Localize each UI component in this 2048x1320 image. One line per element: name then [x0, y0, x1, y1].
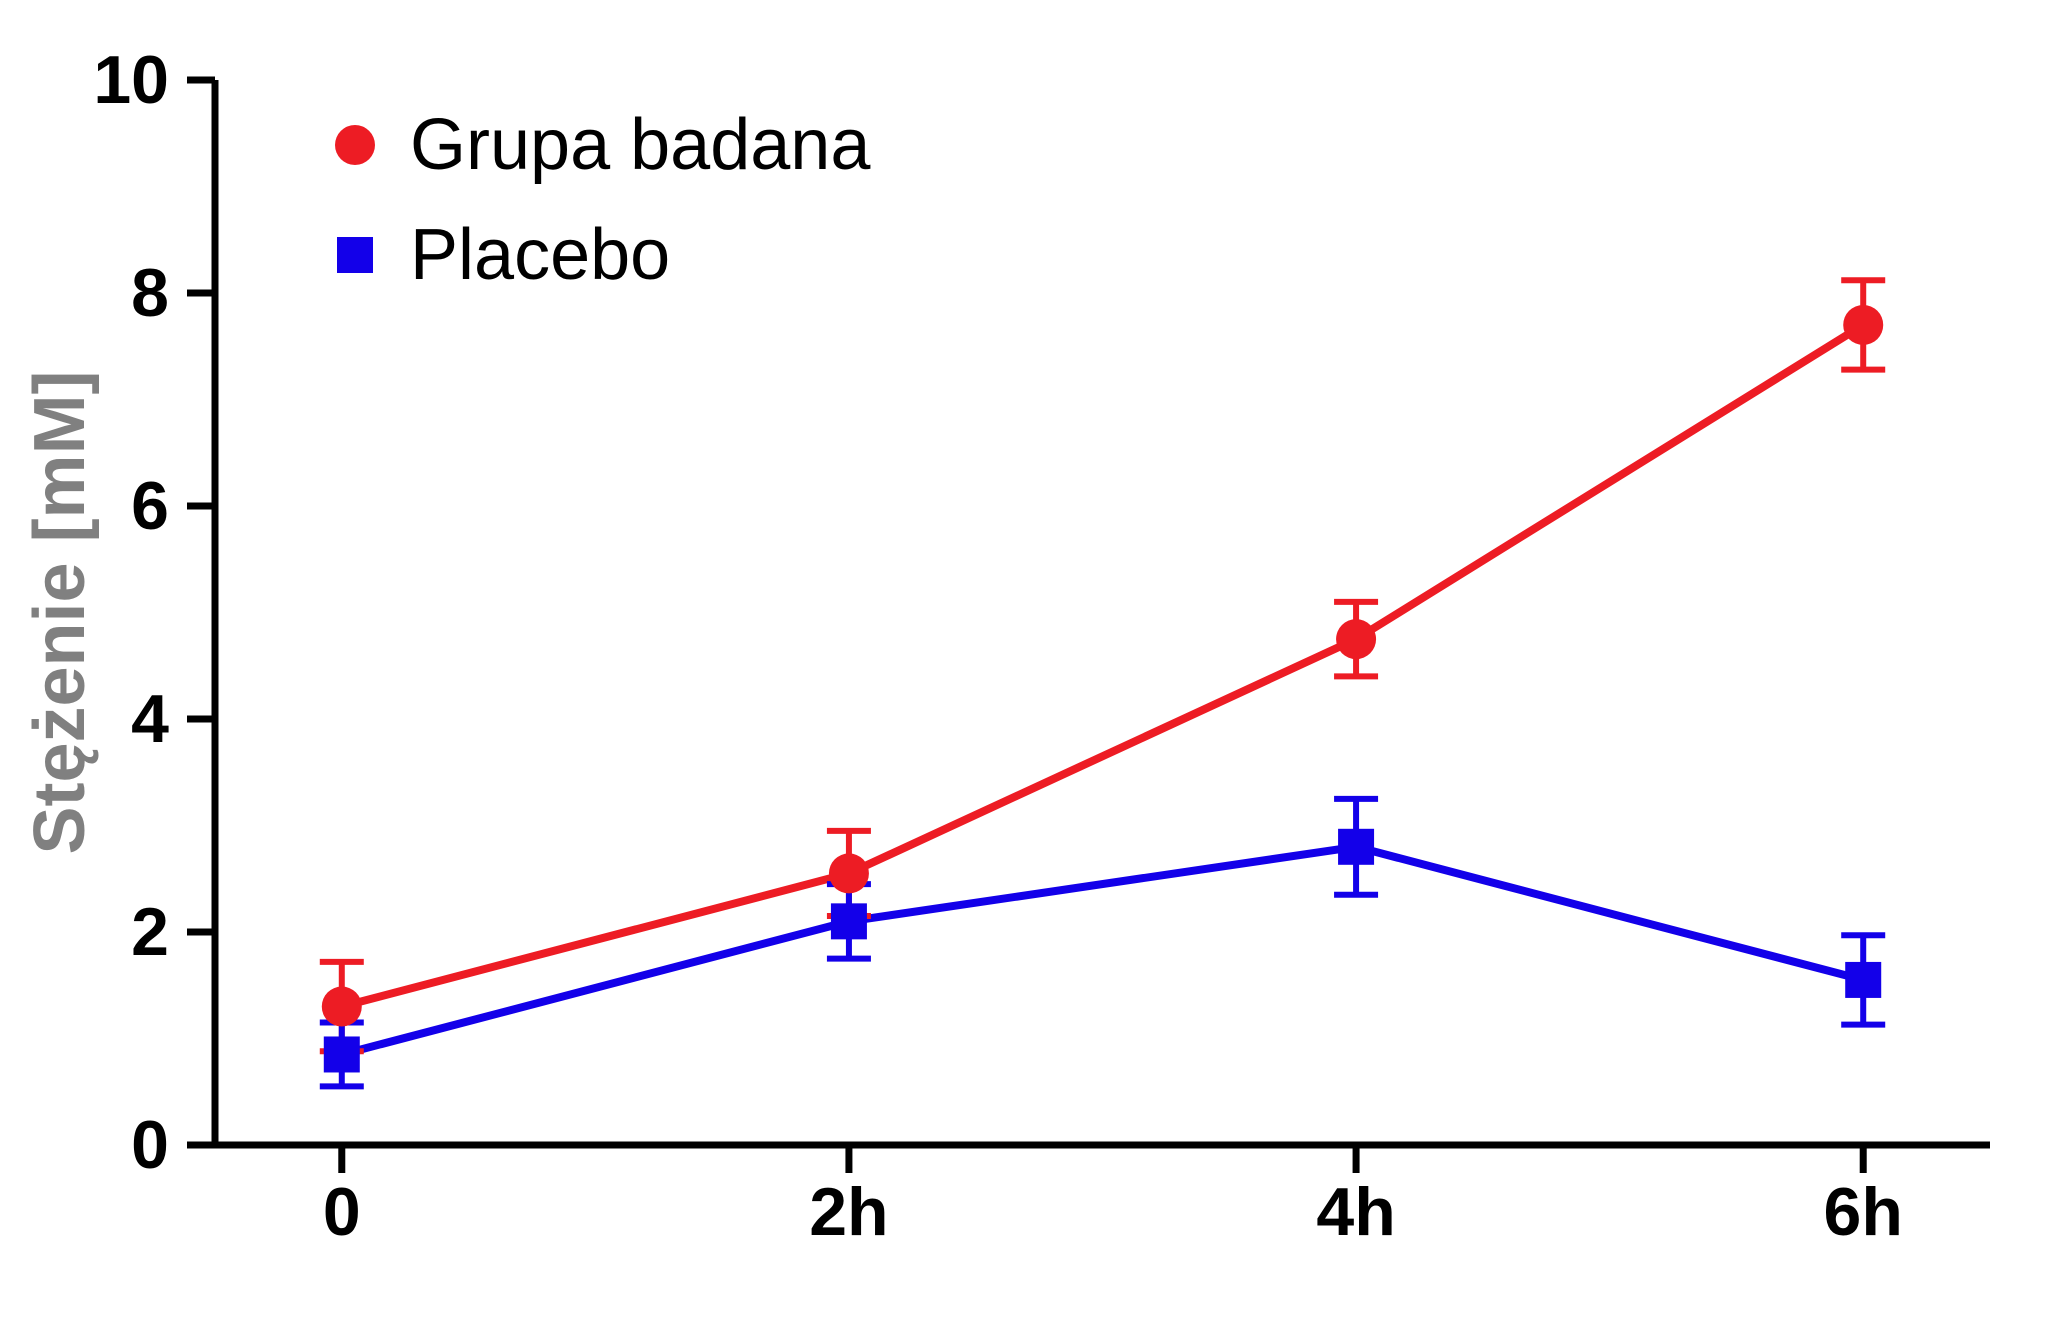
legend-marker-square — [337, 237, 373, 273]
y-tick-label: 6 — [131, 468, 169, 544]
y-tick-label: 0 — [131, 1107, 169, 1183]
data-point-circle — [829, 853, 869, 893]
line-chart: 0 2 4 6 8 10 0 2h 4h 6h Stężenie [mM] Grupa badana P… — [0, 0, 2048, 1320]
x-tick-label: 4h — [1316, 1174, 1395, 1250]
data-point-square — [1338, 829, 1374, 865]
x-tick-label: 0 — [323, 1174, 361, 1250]
x-tick-label: 6h — [1824, 1174, 1903, 1250]
data-point-circle — [1843, 305, 1883, 345]
y-tick-label: 2 — [131, 894, 169, 970]
legend-label: Placebo — [410, 215, 670, 295]
x-tick-label: 2h — [809, 1174, 888, 1250]
chart-container: 0 2 4 6 8 10 0 2h 4h 6h Stężenie [mM] Grupa badana P… — [0, 0, 2048, 1320]
legend-marker-circle — [335, 125, 375, 165]
y-tick-label: 10 — [93, 42, 169, 118]
legend-label: Grupa badana — [410, 105, 871, 185]
y-tick-label: 4 — [131, 681, 169, 757]
series-line — [342, 325, 1863, 1007]
y-tick-label: 8 — [131, 255, 169, 331]
data-point-square — [831, 903, 867, 939]
y-axis-label: Stężenie [mM] — [20, 370, 100, 854]
data-point-circle — [1336, 619, 1376, 659]
data-point-square — [324, 1036, 360, 1072]
data-point-circle — [322, 987, 362, 1027]
data-point-square — [1845, 962, 1881, 998]
